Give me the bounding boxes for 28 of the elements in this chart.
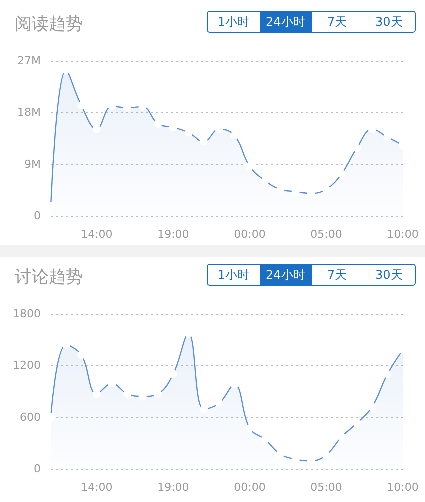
x-tick-label: 14:00 — [81, 481, 113, 494]
x-tick-label: 00:00 — [234, 228, 266, 241]
chart-title: 阅读趋势 — [15, 14, 83, 34]
y-tick-label: 9M — [24, 158, 41, 171]
y-tick-label: 0 — [34, 210, 41, 222]
tab-label: 30天 — [375, 268, 403, 282]
x-tick-label: 00:00 — [234, 481, 266, 494]
tab-label: 24小时 — [266, 15, 306, 29]
y-tick-label: 1200 — [13, 359, 41, 372]
tab-label: 24小时 — [266, 268, 306, 282]
y-tick-label: 0 — [34, 462, 41, 476]
x-tick-label: 19:00 — [158, 481, 190, 494]
tab-label: 1小时 — [218, 268, 250, 282]
x-tick-label: 14:00 — [81, 228, 113, 241]
x-tick-label: 19:00 — [158, 228, 190, 241]
x-tick-label: 05:00 — [310, 481, 342, 494]
chart-title: 讨论趋势 — [15, 268, 83, 288]
tab-label: 1小时 — [218, 15, 250, 29]
y-tick-label: 1800 — [13, 308, 41, 320]
y-tick-label: 600 — [20, 410, 41, 424]
y-tick-label: 27M — [18, 54, 41, 68]
x-tick-label: 10:00 — [387, 228, 419, 241]
y-tick-label: 18M — [18, 106, 41, 120]
x-tick-label: 05:00 — [310, 228, 342, 241]
tab-label: 7天 — [328, 15, 348, 29]
x-tick-label: 10:00 — [387, 481, 419, 494]
tab-label: 30天 — [375, 15, 403, 29]
tab-label: 7天 — [328, 268, 348, 282]
